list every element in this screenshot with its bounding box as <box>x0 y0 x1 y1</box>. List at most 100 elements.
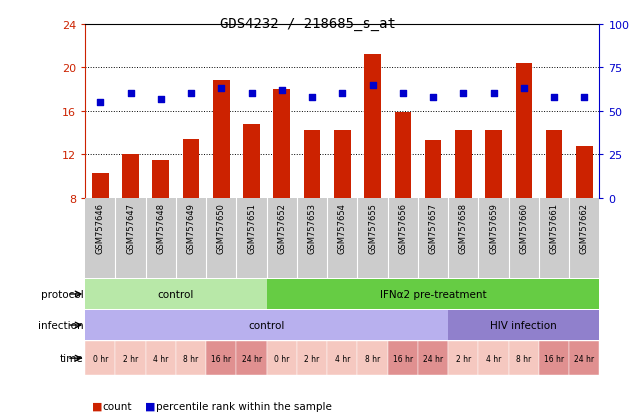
Text: 16 hr: 16 hr <box>544 354 564 363</box>
Text: infection: infection <box>38 320 83 330</box>
Bar <box>569 342 599 375</box>
Bar <box>425 141 442 198</box>
Bar <box>85 280 267 309</box>
Text: 8 hr: 8 hr <box>184 354 199 363</box>
Text: time: time <box>60 353 83 363</box>
Point <box>549 94 559 101</box>
Point <box>337 91 347 97</box>
Text: count: count <box>103 401 133 411</box>
Bar <box>448 342 478 375</box>
Bar <box>509 342 539 375</box>
Bar <box>327 342 357 375</box>
Bar <box>455 131 471 198</box>
Text: GDS4232 / 218685_s_at: GDS4232 / 218685_s_at <box>220 17 396 31</box>
Text: 4 hr: 4 hr <box>486 354 501 363</box>
Text: 0 hr: 0 hr <box>274 354 290 363</box>
Point <box>367 82 377 89</box>
Point <box>277 88 287 94</box>
Text: GSM757648: GSM757648 <box>156 202 165 253</box>
Text: 4 hr: 4 hr <box>153 354 168 363</box>
Text: 0 hr: 0 hr <box>93 354 108 363</box>
Bar <box>237 342 267 375</box>
Bar <box>297 342 327 375</box>
Bar <box>183 140 199 198</box>
Text: 2 hr: 2 hr <box>456 354 471 363</box>
Bar <box>418 342 448 375</box>
Point <box>579 94 589 101</box>
Point <box>126 91 136 97</box>
Text: GSM757660: GSM757660 <box>519 202 528 253</box>
Text: GSM757651: GSM757651 <box>247 202 256 253</box>
Point <box>95 100 105 106</box>
Point <box>156 96 166 103</box>
Bar <box>364 55 381 198</box>
Text: GSM757653: GSM757653 <box>307 202 317 253</box>
Text: control: control <box>249 320 285 330</box>
Point <box>488 91 498 97</box>
Bar <box>206 342 237 375</box>
Bar <box>176 342 206 375</box>
Bar <box>478 342 509 375</box>
Text: GSM757647: GSM757647 <box>126 202 135 253</box>
Bar <box>85 342 115 375</box>
Point <box>216 85 227 92</box>
Text: control: control <box>158 289 194 299</box>
Text: 16 hr: 16 hr <box>211 354 232 363</box>
Text: GSM757662: GSM757662 <box>580 202 589 253</box>
Point <box>428 94 438 101</box>
Bar <box>243 125 260 198</box>
Point <box>519 85 529 92</box>
Bar <box>576 146 593 198</box>
Bar <box>394 113 411 198</box>
Text: GSM757652: GSM757652 <box>277 202 286 253</box>
Text: GSM757650: GSM757650 <box>217 202 226 253</box>
Text: 2 hr: 2 hr <box>123 354 138 363</box>
Bar <box>153 160 169 198</box>
Point <box>247 91 257 97</box>
Text: GSM757658: GSM757658 <box>459 202 468 253</box>
Bar <box>334 131 351 198</box>
Point <box>398 91 408 97</box>
Text: 24 hr: 24 hr <box>574 354 594 363</box>
Bar <box>267 342 297 375</box>
Text: 2 hr: 2 hr <box>304 354 320 363</box>
Text: GSM757655: GSM757655 <box>368 202 377 253</box>
Bar <box>485 131 502 198</box>
Text: GSM757656: GSM757656 <box>398 202 408 253</box>
Text: 8 hr: 8 hr <box>516 354 531 363</box>
Text: 24 hr: 24 hr <box>242 354 262 363</box>
Bar <box>122 155 139 198</box>
Text: 4 hr: 4 hr <box>334 354 350 363</box>
Text: protocol: protocol <box>40 289 83 299</box>
Text: GSM757661: GSM757661 <box>550 202 558 253</box>
Bar <box>448 311 599 340</box>
Text: percentile rank within the sample: percentile rank within the sample <box>156 401 333 411</box>
Point <box>307 94 317 101</box>
Bar <box>146 342 176 375</box>
Text: GSM757659: GSM757659 <box>489 202 498 253</box>
Bar <box>304 131 321 198</box>
Text: ■: ■ <box>145 401 156 411</box>
Bar <box>267 280 599 309</box>
Point <box>186 91 196 97</box>
Bar <box>387 342 418 375</box>
Text: 24 hr: 24 hr <box>423 354 443 363</box>
Text: IFNα2 pre-treatment: IFNα2 pre-treatment <box>380 289 487 299</box>
Bar <box>516 64 532 198</box>
Point <box>458 91 468 97</box>
Bar <box>213 81 230 198</box>
Text: 8 hr: 8 hr <box>365 354 380 363</box>
Text: 16 hr: 16 hr <box>392 354 413 363</box>
Text: HIV infection: HIV infection <box>490 320 557 330</box>
Bar <box>273 90 290 198</box>
Text: GSM757657: GSM757657 <box>428 202 437 253</box>
Text: GSM757649: GSM757649 <box>187 202 196 253</box>
Bar <box>539 342 569 375</box>
Bar <box>546 131 562 198</box>
Text: GSM757646: GSM757646 <box>96 202 105 253</box>
Text: ■: ■ <box>91 401 102 411</box>
Bar <box>357 342 387 375</box>
Bar <box>115 342 146 375</box>
Text: GSM757654: GSM757654 <box>338 202 347 253</box>
Bar <box>85 311 448 340</box>
